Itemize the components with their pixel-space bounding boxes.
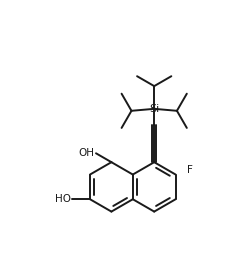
Text: HO: HO <box>55 194 71 204</box>
Text: OH: OH <box>78 148 94 158</box>
Text: Si: Si <box>149 104 159 114</box>
Text: F: F <box>187 165 193 175</box>
